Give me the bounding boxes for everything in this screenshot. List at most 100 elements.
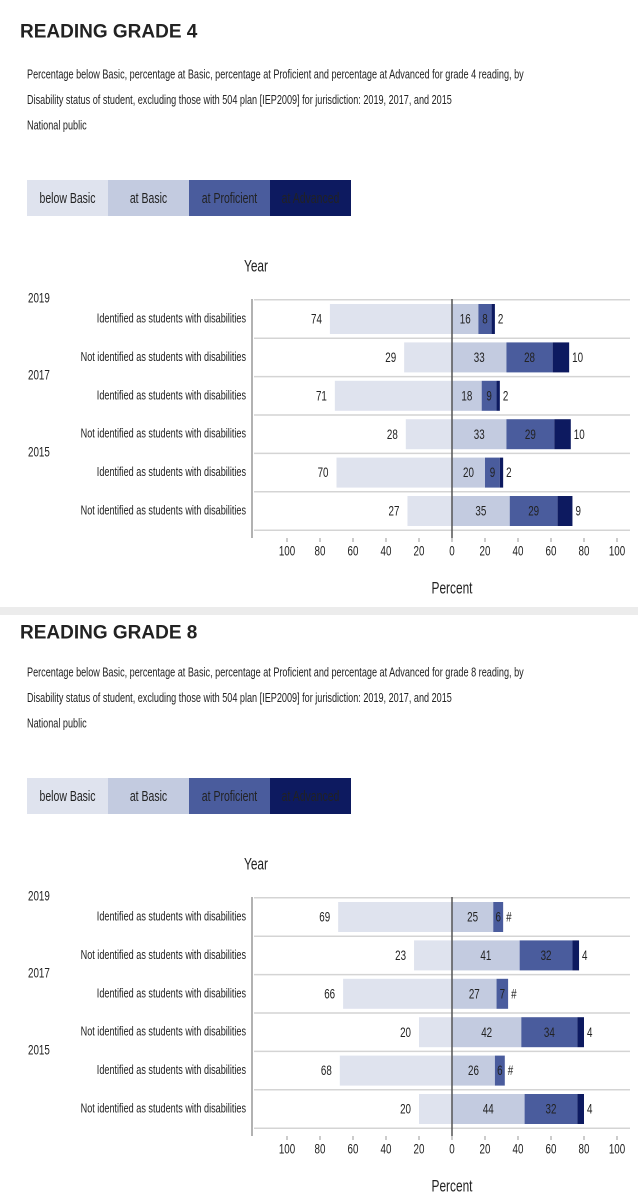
bar-segment (338, 902, 452, 932)
value-label: 23 (395, 947, 406, 963)
value-label: 7 (500, 986, 506, 1002)
value-label: 68 (321, 1062, 332, 1078)
value-label: 34 (544, 1024, 555, 1040)
bar-segment (452, 1055, 495, 1086)
value-label: 27 (389, 503, 400, 519)
value-label: 18 (461, 388, 472, 404)
x-tick-label: 40 (513, 1141, 524, 1157)
value-label: 6 (497, 1062, 503, 1078)
legend-swatch (108, 180, 189, 216)
value-label: 2 (503, 388, 509, 404)
value-label: 32 (546, 1101, 557, 1117)
legend-label: at Advanced (282, 189, 340, 206)
x-tick-label: 0 (449, 1141, 455, 1157)
subtitle: Disability status of student, excluding … (27, 94, 452, 108)
bar-segment (407, 496, 452, 526)
section-title: READING GRADE 8 (20, 623, 197, 644)
legend-label: at Basic (130, 189, 168, 206)
value-label: 29 (525, 426, 536, 442)
x-tick-label: 60 (546, 1141, 557, 1157)
legend-swatch (27, 778, 108, 814)
bar-segment (485, 457, 500, 488)
bar-segment (577, 1017, 584, 1048)
row-label: Identified as students with disabilities (97, 987, 247, 1001)
x-tick-label: 100 (279, 1141, 296, 1157)
subtitle: Percentage below Basic, percentage at Ba… (27, 68, 524, 82)
value-label: 16 (460, 311, 471, 327)
value-label: 42 (481, 1024, 492, 1040)
row-label: Not identified as students with disabili… (81, 504, 247, 518)
y-axis-title: Year (244, 856, 268, 875)
bar-segment (452, 304, 479, 334)
x-tick-label: 60 (546, 543, 557, 559)
value-label: # (508, 1062, 514, 1078)
bar-segment (343, 978, 452, 1009)
value-label: 20 (463, 464, 474, 480)
bar-segment (496, 978, 509, 1009)
value-label: 28 (524, 349, 535, 365)
row-label: Identified as students with disabilities (97, 910, 247, 924)
x-tick-label: 20 (480, 543, 491, 559)
bar-segment (452, 1017, 522, 1048)
value-label: 66 (324, 986, 335, 1002)
bar-segment (339, 1055, 452, 1086)
bar-segment (452, 380, 482, 411)
bar-segment (506, 419, 555, 450)
bar-segment (552, 342, 570, 373)
value-label: 25 (467, 909, 478, 925)
year-label: 2019 (28, 290, 50, 306)
bar-segment (519, 940, 573, 971)
x-tick-label: 100 (609, 543, 626, 559)
bar-segment (491, 304, 495, 334)
legend-swatch (27, 180, 108, 216)
value-label: # (511, 986, 517, 1002)
bar-segment (577, 1094, 584, 1124)
legend-swatch (108, 778, 189, 814)
legend-label: below Basic (40, 787, 96, 804)
value-label: 2 (506, 464, 512, 480)
value-label: 71 (316, 388, 327, 404)
row-label: Not identified as students with disabili… (81, 948, 247, 962)
value-label: 41 (480, 947, 491, 963)
row-label: Identified as students with disabilities (97, 312, 247, 326)
value-label: 28 (387, 426, 398, 442)
legend-label: at Basic (130, 787, 168, 804)
bar-segment (521, 1017, 578, 1048)
legend-label: below Basic (40, 189, 96, 206)
x-tick-label: 40 (513, 543, 524, 559)
value-label: 35 (475, 503, 486, 519)
value-label: 8 (482, 311, 488, 327)
bar-segment (494, 1055, 505, 1086)
bar-segment (554, 419, 571, 450)
value-label: 33 (474, 349, 485, 365)
x-tick-label: 20 (480, 1141, 491, 1157)
value-label: # (506, 909, 512, 925)
value-label: 9 (490, 464, 496, 480)
x-tick-label: 40 (381, 1141, 392, 1157)
value-label: 9 (486, 388, 492, 404)
bar-segment (336, 457, 452, 488)
legend-swatch (189, 180, 270, 216)
bar-segment (506, 342, 553, 373)
subtitle: Percentage below Basic, percentage at Ba… (27, 666, 524, 680)
section-title: READING GRADE 4 (20, 22, 198, 43)
value-label: 70 (318, 464, 329, 480)
value-label: 29 (385, 349, 396, 365)
bar-segment (419, 1017, 452, 1048)
legend-swatch (270, 180, 351, 216)
value-label: 26 (468, 1062, 479, 1078)
x-tick-label: 60 (348, 543, 359, 559)
value-label: 2 (498, 311, 504, 327)
bar-segment (478, 304, 492, 334)
bar-segment (404, 342, 452, 373)
value-label: 32 (541, 947, 552, 963)
x-tick-label: 80 (579, 1141, 590, 1157)
row-label: Identified as students with disabilities (97, 389, 247, 403)
y-axis-title: Year (244, 258, 268, 277)
value-label: 4 (587, 1024, 593, 1040)
bar-segment (499, 457, 504, 488)
x-tick-label: 100 (609, 1141, 626, 1157)
x-tick-label: 0 (449, 543, 455, 559)
value-label: 44 (483, 1101, 494, 1117)
